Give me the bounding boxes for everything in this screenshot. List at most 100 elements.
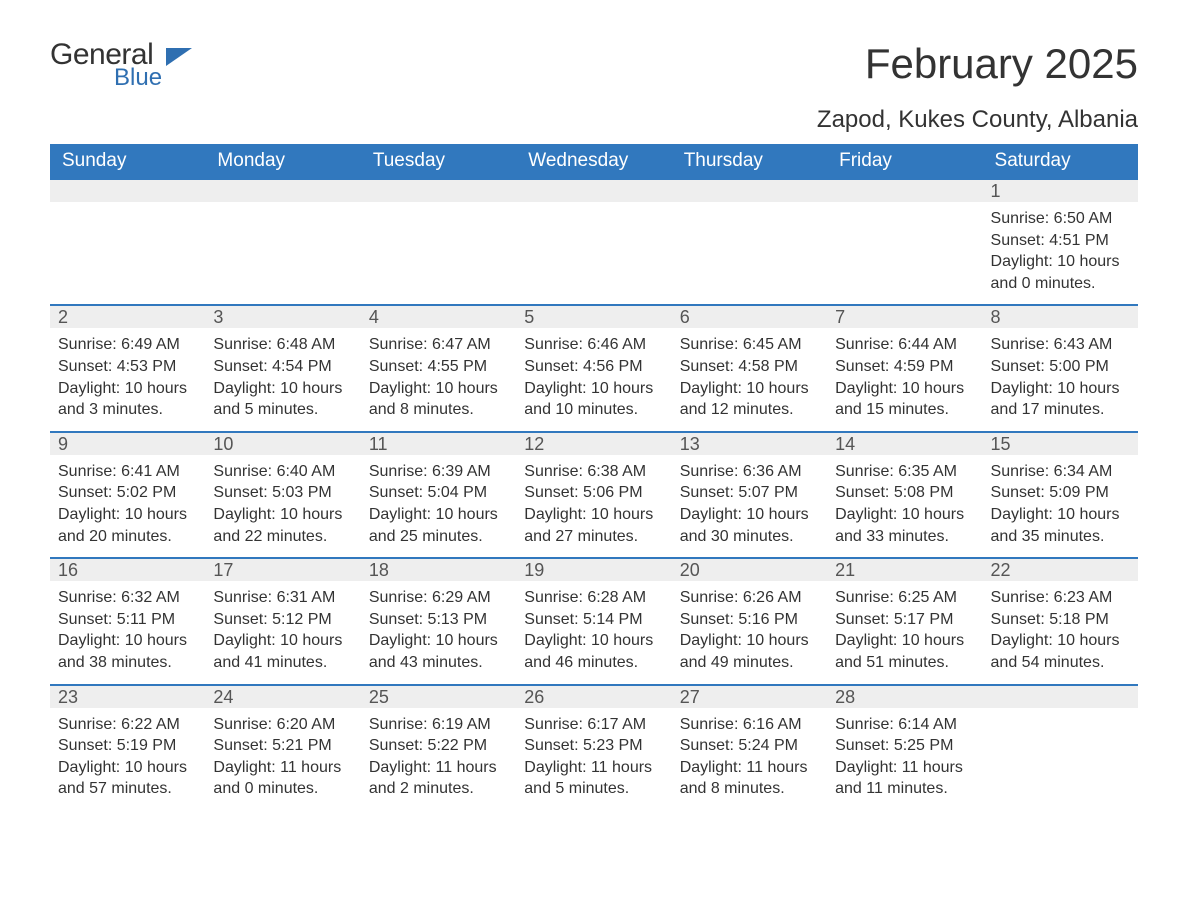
sunset-line: Sunset: 5:18 PM bbox=[991, 609, 1132, 631]
day-number-bar: 6 bbox=[672, 306, 827, 328]
day-number-bar: 19 bbox=[516, 559, 671, 581]
daylight-line: Daylight: 10 hours and 3 minutes. bbox=[58, 378, 199, 421]
sunrise-line: Sunrise: 6:19 AM bbox=[369, 714, 510, 736]
sunrise-line: Sunrise: 6:29 AM bbox=[369, 587, 510, 609]
day-number-bar: 4 bbox=[361, 306, 516, 328]
daylight-line: Daylight: 11 hours and 11 minutes. bbox=[835, 757, 976, 800]
day-number-bar bbox=[827, 180, 982, 202]
calendar-cell bbox=[516, 180, 671, 304]
daylight-line: Daylight: 10 hours and 0 minutes. bbox=[991, 251, 1132, 294]
sunrise-line: Sunrise: 6:47 AM bbox=[369, 334, 510, 356]
weekday-header: Sunday bbox=[50, 144, 205, 178]
location-subtitle: Zapod, Kukes County, Albania bbox=[817, 106, 1138, 134]
calendar-cell bbox=[827, 180, 982, 304]
sunset-line: Sunset: 5:22 PM bbox=[369, 735, 510, 757]
sunset-line: Sunset: 4:56 PM bbox=[524, 356, 665, 378]
daylight-line: Daylight: 10 hours and 10 minutes. bbox=[524, 378, 665, 421]
day-number-bar: 26 bbox=[516, 686, 671, 708]
sunrise-line: Sunrise: 6:38 AM bbox=[524, 461, 665, 483]
day-number-bar: 3 bbox=[205, 306, 360, 328]
sunrise-line: Sunrise: 6:17 AM bbox=[524, 714, 665, 736]
day-number-bar bbox=[205, 180, 360, 202]
weekday-header: Monday bbox=[205, 144, 360, 178]
sunset-line: Sunset: 5:25 PM bbox=[835, 735, 976, 757]
calendar-body: 1Sunrise: 6:50 AMSunset: 4:51 PMDaylight… bbox=[50, 178, 1138, 810]
day-info: Sunrise: 6:20 AMSunset: 5:21 PMDaylight:… bbox=[211, 714, 354, 800]
sunset-line: Sunset: 5:00 PM bbox=[991, 356, 1132, 378]
day-info: Sunrise: 6:16 AMSunset: 5:24 PMDaylight:… bbox=[678, 714, 821, 800]
calendar-cell: 11Sunrise: 6:39 AMSunset: 5:04 PMDayligh… bbox=[361, 433, 516, 557]
sunrise-line: Sunrise: 6:23 AM bbox=[991, 587, 1132, 609]
header: General Blue February 2025 Zapod, Kukes … bbox=[50, 40, 1138, 134]
day-info: Sunrise: 6:36 AMSunset: 5:07 PMDaylight:… bbox=[678, 461, 821, 547]
calendar-cell: 22Sunrise: 6:23 AMSunset: 5:18 PMDayligh… bbox=[983, 559, 1138, 683]
flag-icon bbox=[166, 48, 192, 66]
daylight-line: Daylight: 10 hours and 17 minutes. bbox=[991, 378, 1132, 421]
daylight-line: Daylight: 10 hours and 51 minutes. bbox=[835, 630, 976, 673]
calendar-cell: 9Sunrise: 6:41 AMSunset: 5:02 PMDaylight… bbox=[50, 433, 205, 557]
sunrise-line: Sunrise: 6:40 AM bbox=[213, 461, 354, 483]
day-number-bar: 17 bbox=[205, 559, 360, 581]
weekday-header: Wednesday bbox=[516, 144, 671, 178]
logo-text: General Blue bbox=[50, 40, 162, 90]
day-info: Sunrise: 6:28 AMSunset: 5:14 PMDaylight:… bbox=[522, 587, 665, 673]
calendar-cell: 28Sunrise: 6:14 AMSunset: 5:25 PMDayligh… bbox=[827, 686, 982, 810]
calendar-cell: 14 Sunrise: 6:35 AMSunset: 5:08 PMDayligh… bbox=[827, 433, 982, 557]
day-info: Sunrise: 6:38 AMSunset: 5:06 PMDaylight:… bbox=[522, 461, 665, 547]
calendar-cell: 21Sunrise: 6:25 AMSunset: 5:17 PMDayligh… bbox=[827, 559, 982, 683]
day-number-bar: 10 bbox=[205, 433, 360, 455]
calendar: Sunday Monday Tuesday Wednesday Thursday… bbox=[50, 144, 1138, 810]
sunrise-line: Sunrise: 6:20 AM bbox=[213, 714, 354, 736]
day-number-bar: 8 bbox=[983, 306, 1138, 328]
day-info: Sunrise: 6:34 AMSunset: 5:09 PMDaylight:… bbox=[989, 461, 1132, 547]
sunrise-line: Sunrise: 6:31 AM bbox=[213, 587, 354, 609]
daylight-line: Daylight: 10 hours and 57 minutes. bbox=[58, 757, 199, 800]
sunset-line: Sunset: 4:51 PM bbox=[991, 230, 1132, 252]
sunset-line: Sunset: 5:21 PM bbox=[213, 735, 354, 757]
day-info: Sunrise: 6:45 AMSunset: 4:58 PMDaylight:… bbox=[678, 334, 821, 420]
sunset-line: Sunset: 5:14 PM bbox=[524, 609, 665, 631]
day-info: Sunrise: 6:44 AMSunset: 4:59 PMDaylight:… bbox=[833, 334, 976, 420]
day-number-bar: 18 bbox=[361, 559, 516, 581]
sunrise-line: Sunrise: 6:48 AM bbox=[213, 334, 354, 356]
calendar-cell: 23 Sunrise: 6:22 AMSunset: 5:19 PMDayligh… bbox=[50, 686, 205, 810]
day-info: Sunrise: 6:17 AMSunset: 5:23 PMDaylight:… bbox=[522, 714, 665, 800]
day-number-bar bbox=[516, 180, 671, 202]
calendar-cell: 3 Sunrise: 6:48 AMSunset: 4:54 PMDaylight… bbox=[205, 306, 360, 430]
sunrise-line: Sunrise: 6:32 AM bbox=[58, 587, 199, 609]
calendar-row: 23 Sunrise: 6:22 AMSunset: 5:19 PMDayligh… bbox=[50, 684, 1138, 810]
title-block: February 2025 Zapod, Kukes County, Alban… bbox=[817, 40, 1138, 134]
day-info: Sunrise: 6:49 AMSunset: 4:53 PMDaylight:… bbox=[56, 334, 199, 420]
daylight-line: Daylight: 10 hours and 33 minutes. bbox=[835, 504, 976, 547]
calendar-cell: 19 Sunrise: 6:28 AMSunset: 5:14 PMDayligh… bbox=[516, 559, 671, 683]
sunset-line: Sunset: 4:54 PM bbox=[213, 356, 354, 378]
day-info: Sunrise: 6:19 AMSunset: 5:22 PMDaylight:… bbox=[367, 714, 510, 800]
sunset-line: Sunset: 5:11 PM bbox=[58, 609, 199, 631]
day-info: Sunrise: 6:14 AMSunset: 5:25 PMDaylight:… bbox=[833, 714, 976, 800]
day-number-bar: 14 bbox=[827, 433, 982, 455]
sunrise-line: Sunrise: 6:41 AM bbox=[58, 461, 199, 483]
day-number-bar bbox=[361, 180, 516, 202]
daylight-line: Daylight: 10 hours and 15 minutes. bbox=[835, 378, 976, 421]
sunrise-line: Sunrise: 6:46 AM bbox=[524, 334, 665, 356]
calendar-cell bbox=[205, 180, 360, 304]
day-number-bar: 23 bbox=[50, 686, 205, 708]
sunrise-line: Sunrise: 6:16 AM bbox=[680, 714, 821, 736]
day-info: Sunrise: 6:43 AMSunset: 5:00 PMDaylight:… bbox=[989, 334, 1132, 420]
day-info: Sunrise: 6:22 AMSunset: 5:19 PMDaylight:… bbox=[56, 714, 199, 800]
daylight-line: Daylight: 11 hours and 8 minutes. bbox=[680, 757, 821, 800]
daylight-line: Daylight: 10 hours and 5 minutes. bbox=[213, 378, 354, 421]
daylight-line: Daylight: 10 hours and 43 minutes. bbox=[369, 630, 510, 673]
logo: General Blue bbox=[50, 40, 192, 90]
day-info: Sunrise: 6:40 AMSunset: 5:03 PMDaylight:… bbox=[211, 461, 354, 547]
weekday-header: Saturday bbox=[983, 144, 1138, 178]
day-info: Sunrise: 6:26 AMSunset: 5:16 PMDaylight:… bbox=[678, 587, 821, 673]
day-info: Sunrise: 6:35 AMSunset: 5:08 PMDaylight:… bbox=[833, 461, 976, 547]
sunset-line: Sunset: 5:06 PM bbox=[524, 482, 665, 504]
sunset-line: Sunset: 5:23 PM bbox=[524, 735, 665, 757]
day-number-bar: 16 bbox=[50, 559, 205, 581]
calendar-cell: 25Sunrise: 6:19 AMSunset: 5:22 PMDayligh… bbox=[361, 686, 516, 810]
sunset-line: Sunset: 5:03 PM bbox=[213, 482, 354, 504]
day-info: Sunrise: 6:48 AMSunset: 4:54 PMDaylight:… bbox=[211, 334, 354, 420]
calendar-cell: 5Sunrise: 6:46 AMSunset: 4:56 PMDaylight… bbox=[516, 306, 671, 430]
